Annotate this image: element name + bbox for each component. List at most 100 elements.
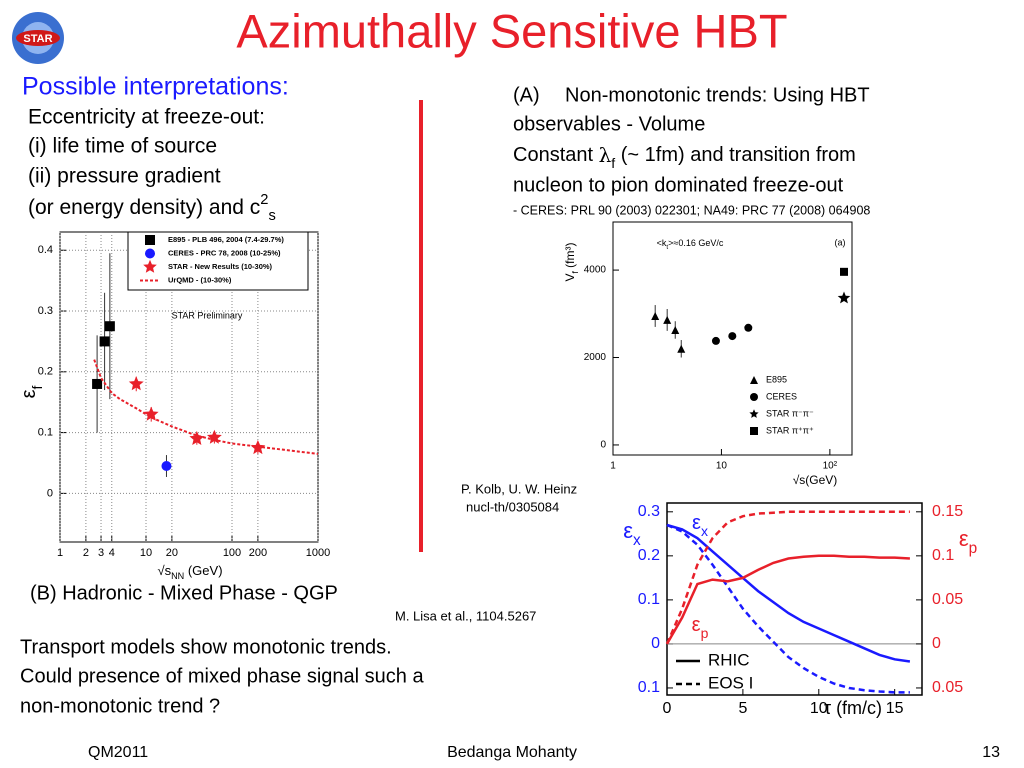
y-tick-label: 0.2 — [38, 366, 53, 378]
text-part: >≈0.16 GeV/c — [668, 238, 724, 248]
y2-axis-label: εp — [959, 526, 977, 557]
series-line — [665, 554, 910, 645]
conclusion-line: Could presence of mixed phase signal suc… — [20, 665, 424, 687]
marker — [104, 321, 115, 332]
credit: M. Lisa et al., 1104.5267 — [395, 608, 536, 623]
text-part: s — [268, 208, 275, 224]
right-line: Non-monotonic trends: Using HBT — [565, 84, 870, 106]
marker — [711, 336, 720, 345]
y-axis-label: εx — [623, 518, 641, 549]
left-line: (ii) pressure gradient — [28, 165, 221, 188]
annotation: (a) — [835, 237, 846, 247]
legend-label: CERES — [766, 391, 797, 401]
x-tick-label: 1 — [610, 461, 616, 472]
marker — [189, 430, 205, 445]
right-line: Constant λf (~ 1fm) and transition from — [513, 143, 856, 171]
series-line — [93, 359, 319, 455]
right-line: nucleon to pion dominated freeze-out — [513, 174, 844, 196]
legend-label: STAR π⁺π⁺ — [766, 425, 814, 435]
text-part: λ — [599, 143, 612, 167]
conclusion-line: Transport models show monotonic trends. — [20, 636, 392, 658]
legend-label: E895 - PLB 496, 2004 (7.4-29.7%) — [168, 235, 284, 244]
x-tick-label: 4 — [109, 547, 115, 559]
text-part: NN — [171, 571, 184, 581]
annotation: εp — [692, 614, 709, 640]
y2-tick-label: 0.05 — [932, 679, 963, 696]
label-a: (A) — [513, 84, 540, 106]
x-tick-label: 10 — [716, 461, 728, 472]
x-axis-label: √s(GeV) — [793, 473, 838, 487]
marker — [145, 248, 155, 259]
heading: Possible interpretations: — [22, 73, 289, 101]
text-part: p — [969, 540, 978, 557]
y-tick-label: 0.1 — [638, 591, 660, 608]
y-tick-label: 0.2 — [638, 547, 660, 564]
star-logo: STAR — [12, 12, 64, 64]
legend-label: UrQMD - (10-30%) — [168, 275, 232, 284]
conclusion-line: non-monotonic trend ? — [20, 695, 220, 717]
y2-tick-label: 0 — [932, 635, 941, 652]
marker — [750, 376, 758, 384]
x-axis-label: τ (fm/c) — [824, 698, 882, 718]
marker — [128, 376, 144, 391]
text-part: 2 — [260, 192, 268, 208]
marker — [750, 393, 758, 401]
legend-label: STAR π⁻π⁻ — [766, 408, 814, 418]
text-part: √s(GeV) — [793, 473, 838, 487]
annotation: <kt>≈0.16 GeV/c — [657, 238, 724, 251]
text-part: (fm/c) — [831, 698, 882, 718]
x-tick-label: 10 — [810, 700, 828, 717]
marker — [92, 378, 103, 389]
x-tick-label: 3 — [98, 547, 104, 559]
text-part: (GeV) — [184, 563, 222, 578]
annotation: εx — [692, 512, 708, 538]
marker — [143, 259, 157, 273]
reference: - CERES: PRL 90 (2003) 022301; NA49: PRC… — [513, 203, 870, 217]
footer-right: 13 — [982, 744, 1000, 761]
y-tick-label: 0.1 — [638, 679, 660, 696]
logo-band — [16, 30, 60, 46]
legend-label: RHIC — [708, 650, 750, 669]
text-part: ε — [623, 518, 633, 543]
marker — [99, 336, 110, 347]
x-axis-label: √sNN (GeV) — [157, 563, 222, 581]
marker — [671, 325, 680, 334]
y-tick-label: 0 — [651, 635, 660, 652]
marker — [837, 291, 851, 304]
text-part: (fm³) — [563, 243, 577, 272]
marker — [839, 267, 848, 276]
text-part: f — [570, 270, 580, 273]
y2-tick-label: 0.15 — [932, 503, 963, 520]
marker — [145, 235, 155, 245]
marker — [161, 461, 172, 472]
logo-text: STAR — [23, 33, 52, 45]
legend-label: STAR - New Results (10-30%) — [168, 262, 273, 271]
text-part: <k — [657, 238, 667, 248]
marker — [750, 427, 758, 435]
left-line: (or energy density) and c2s — [28, 192, 276, 224]
text-part: p — [701, 625, 709, 641]
footer-left: QM2011 — [88, 744, 148, 761]
x-tick-label: 1 — [57, 547, 63, 559]
x-tick-label: 15 — [886, 700, 904, 717]
y-tick-label: 2000 — [584, 352, 607, 363]
y2-tick-label: 0.05 — [932, 591, 963, 608]
legend-label: EOS I — [708, 673, 753, 692]
x-tick-label: 10 — [140, 547, 152, 559]
text-part: (or energy density) and c — [28, 196, 260, 219]
y-tick-label: 0.4 — [38, 244, 53, 256]
y-tick-label: 0.1 — [38, 426, 53, 438]
text-part: f — [611, 155, 615, 171]
y-tick-label: 4000 — [584, 265, 607, 276]
text-part: √s — [157, 563, 171, 578]
marker — [651, 311, 660, 320]
text-part: V — [563, 273, 577, 281]
left-line: (i) life time of source — [28, 135, 217, 158]
annotation: STAR Preliminary — [172, 310, 243, 320]
marker — [749, 409, 759, 418]
series-line — [666, 523, 910, 694]
plot-frame — [666, 502, 923, 696]
y-tick-label: 0.3 — [38, 305, 53, 317]
marker — [143, 406, 159, 421]
